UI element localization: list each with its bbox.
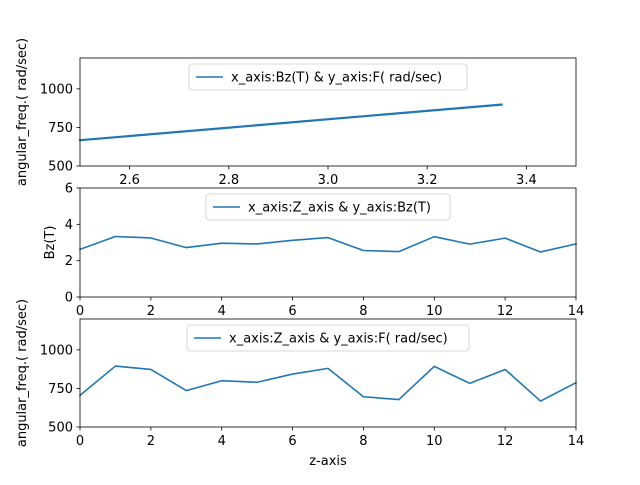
y-axis-label: angular_freq.( rad/sec) — [15, 38, 30, 186]
y-tick-label: 0 — [65, 291, 73, 306]
x-tick-label: 10 — [426, 304, 443, 319]
axes-frame — [79, 187, 577, 298]
x-tick-label: 3.4 — [516, 173, 537, 188]
x-tick-label: 12 — [497, 434, 514, 449]
x-tick-label: 2 — [147, 434, 155, 449]
legend: x_axis:Z_axis & y_axis:Bz(T) — [205, 193, 451, 221]
x-tick-label: 8 — [359, 434, 367, 449]
x-tick-label: 2.6 — [119, 173, 140, 188]
x-tick-label: 0 — [76, 304, 84, 319]
legend-entry: x_axis:Bz(T) & y_axis:F( rad/sec) — [231, 71, 442, 86]
y-tick-label: 1000 — [40, 82, 73, 97]
subplot-1: 2.6 2.8 3.0 3.2 3.4 500 750 1000 angular_freq.( … — [15, 38, 577, 188]
subplot-3: 0 2 4 6 8 10 12 14 500 750 1000 angular_freq.( rad/… — [15, 299, 584, 469]
x-tick-label: 8 — [359, 304, 367, 319]
legend: x_axis:Z_axis & y_axis:F( rad/sec) — [186, 324, 470, 352]
x-tick-label: 12 — [497, 304, 514, 319]
x-tick-label: 0 — [76, 434, 84, 449]
y-tick-label: 2 — [65, 254, 73, 269]
x-tick-label: 14 — [568, 304, 585, 319]
x-tick-label: 10 — [426, 434, 443, 449]
legend-box — [186, 324, 470, 352]
y-tick-label: 4 — [65, 218, 73, 233]
x-tick-label: 3.2 — [417, 173, 438, 188]
x-tick-label: 2.8 — [218, 173, 239, 188]
x-tick-label: 6 — [288, 304, 296, 319]
y-tick-label: 6 — [65, 182, 73, 197]
legend-entry: x_axis:Z_axis & y_axis:Bz(T) — [248, 201, 431, 216]
x-axis-label: z-axis — [309, 454, 347, 469]
legend: x_axis:Bz(T) & y_axis:F( rad/sec) — [188, 63, 468, 91]
y-tick-label: 500 — [48, 160, 73, 175]
y-tick-label: 750 — [48, 382, 73, 397]
x-tick-label: 6 — [288, 434, 296, 449]
series-line-1 — [78, 365, 578, 402]
series-line-1 — [78, 235, 577, 253]
y-tick-label: 750 — [48, 121, 73, 136]
y-axis-label: Bz(T) — [43, 226, 58, 260]
y-tick-label: 500 — [48, 421, 73, 436]
x-tick-label: 3.0 — [318, 173, 339, 188]
x-tick-label: 4 — [218, 304, 226, 319]
axes-frame — [79, 318, 577, 428]
legend-box — [205, 193, 451, 221]
legend-box — [188, 63, 468, 91]
y-tick-label: 1000 — [40, 343, 73, 358]
x-tick-label: 4 — [218, 434, 226, 449]
y-axis-label: angular_freq.( rad/sec) — [15, 299, 30, 447]
series-line-1 — [78, 103, 503, 142]
subplot-2: 0 2 4 6 8 10 12 14 0 2 4 6 Bz(T) x_axis:Z_axis & y_ax… — [43, 182, 584, 320]
legend-entry: x_axis:Z_axis & y_axis:F( rad/sec) — [229, 332, 448, 347]
x-tick-label: 14 — [568, 434, 585, 449]
x-tick-label: 2 — [147, 304, 155, 319]
